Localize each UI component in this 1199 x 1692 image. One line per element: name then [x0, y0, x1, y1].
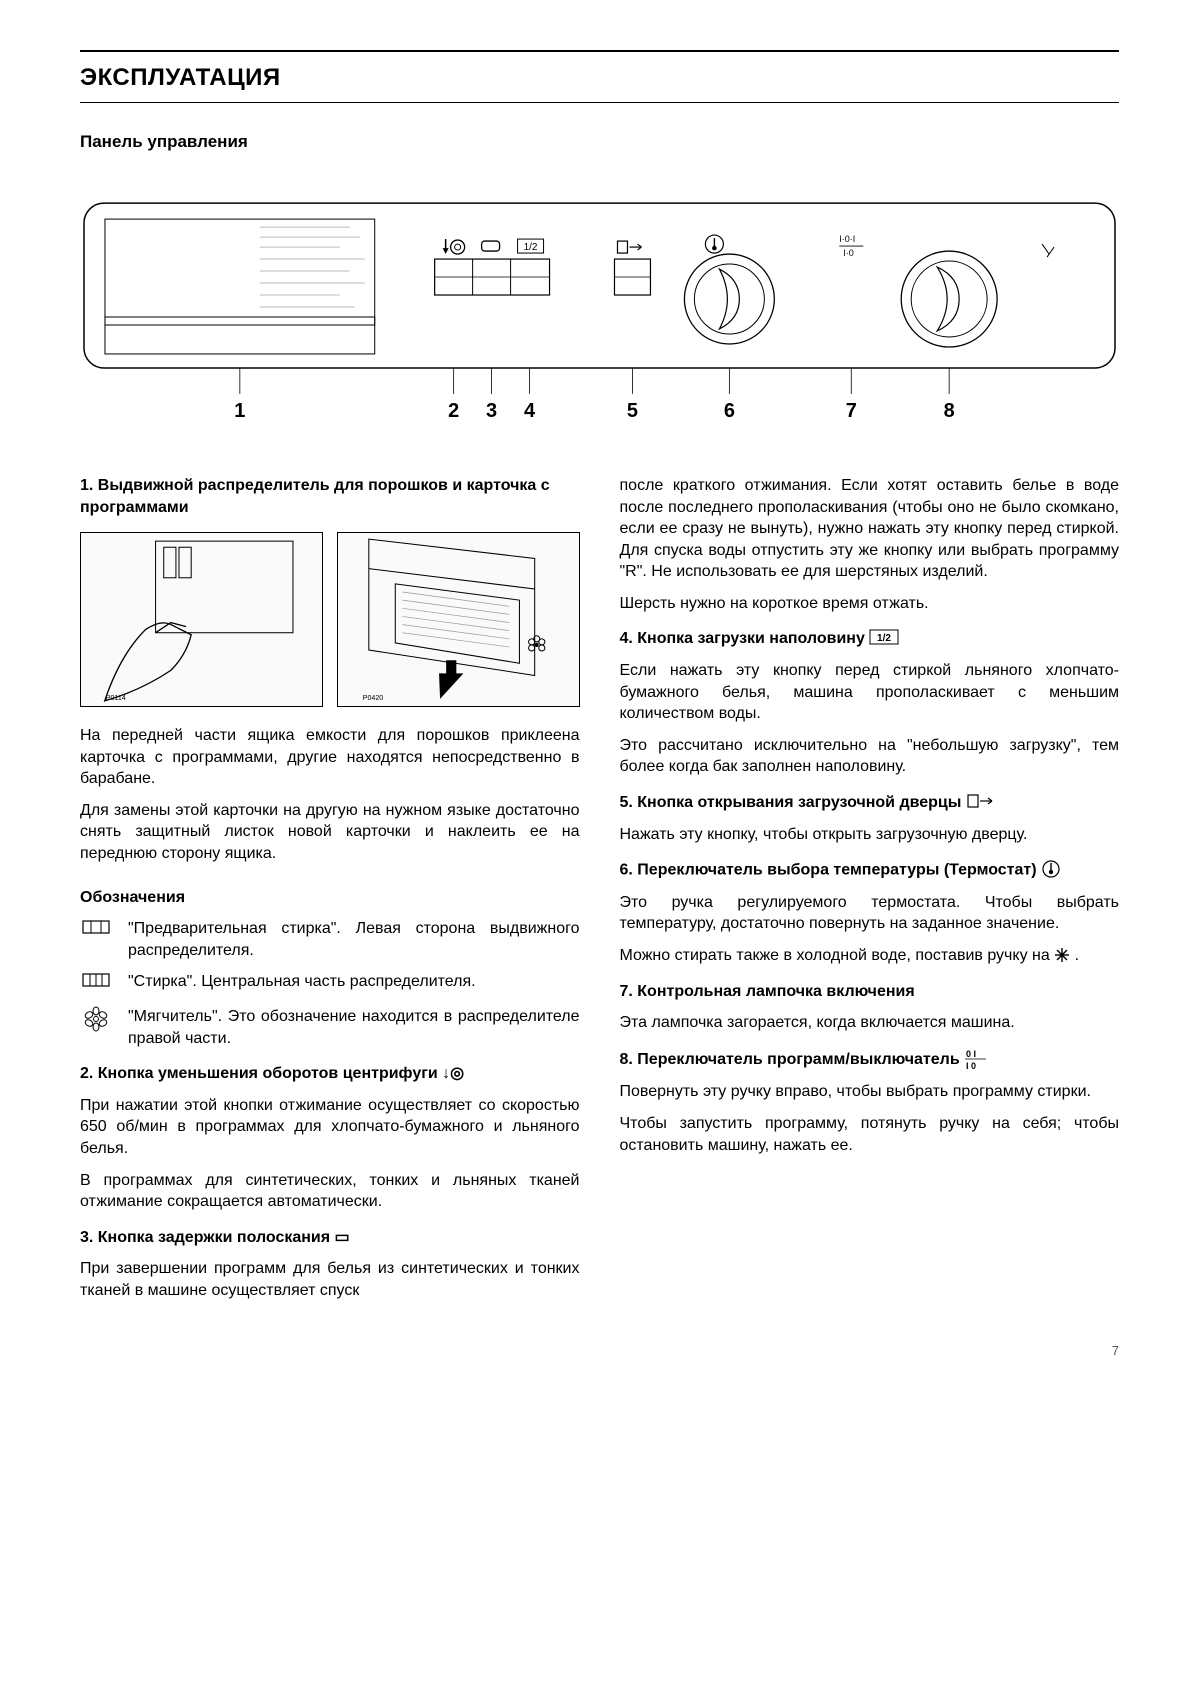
rinse-hold-icon — [482, 241, 500, 251]
half-load-badge-icon: 1/2 — [869, 628, 899, 650]
left-column: 1. Выдвижной распределитель для порошков… — [80, 461, 580, 1312]
item4-p1: Если нажать эту кнопку перед стиркой льн… — [620, 660, 1120, 725]
item8-p1: Повернуть эту ручку вправо, чтобы выбрат… — [620, 1081, 1120, 1103]
on-off-inline-icon: 0 II 0 — [964, 1048, 990, 1072]
legend-text-prewash: "Предварительная стирка". Левая сторона … — [128, 918, 580, 961]
item3-p1: При завершении программ для белья из син… — [80, 1258, 580, 1301]
svg-text:I·0·I: I·0·I — [839, 234, 855, 244]
svg-text:I·0: I·0 — [843, 248, 854, 258]
item2-p1: При нажатии этой кнопки отжимание осущес… — [80, 1095, 580, 1160]
drawer-image-2: P0420 — [337, 532, 580, 707]
item6-p1: Это ручка регулируемого термостата. Чтоб… — [620, 892, 1120, 935]
drawer-icon — [105, 219, 375, 354]
svg-text:1/2: 1/2 — [524, 242, 538, 253]
svg-text:I 0: I 0 — [966, 1061, 976, 1070]
subtitle: Панель управления — [80, 131, 1119, 154]
right-column: после краткого отжимания. Если хотят ост… — [620, 461, 1120, 1312]
spin-reduce-icon — [443, 239, 465, 254]
section-title: ЭКСПЛУАТАЦИЯ — [80, 56, 1119, 103]
svg-text:6: 6 — [724, 400, 735, 422]
svg-text:8: 8 — [944, 400, 955, 422]
panel-markers: 1 2 3 4 5 6 7 8 — [234, 400, 954, 422]
item2-p2: В программах для синтетических, тонких и… — [80, 1170, 580, 1213]
drawer-images: P0114 — [80, 532, 580, 707]
legend-row-wash: "Стирка". Центральная часть распределите… — [80, 971, 580, 996]
thermostat-icon — [705, 235, 723, 253]
door-open-inline-icon — [966, 792, 996, 814]
item3-title: 3. Кнопка задержки полоскания ▭ — [80, 1227, 580, 1249]
door-open-icon — [617, 241, 641, 253]
arrow-up-icon — [439, 660, 463, 699]
svg-text:0 I: 0 I — [966, 1049, 976, 1059]
flower-icon — [528, 636, 544, 651]
control-panel-diagram: 1/2 I·0·I I·0 — [80, 194, 1119, 434]
svg-text:P0420: P0420 — [362, 694, 383, 702]
prewash-icon — [80, 918, 112, 943]
item2-title: 2. Кнопка уменьшения оборотов центрифуги… — [80, 1063, 580, 1085]
svg-text:4: 4 — [524, 400, 535, 422]
legend-row-softener: "Мягчитель". Это обозначение находится в… — [80, 1006, 580, 1049]
item6-p2: Можно стирать также в холодной воде, пос… — [620, 945, 1120, 967]
thermostat-inline-icon — [1041, 859, 1061, 882]
program-dial — [901, 244, 1054, 347]
legend-text-softener: "Мягчитель". Это обозначение находится в… — [128, 1006, 580, 1049]
legend-row-prewash: "Предварительная стирка". Левая сторона … — [80, 918, 580, 961]
svg-text:3: 3 — [486, 400, 497, 422]
item7-title: 7. Контрольная лампочка включения — [620, 981, 1120, 1003]
snowflake-icon — [1054, 945, 1070, 967]
wash-icon — [80, 971, 112, 996]
drawer-image-1: P0114 — [80, 532, 323, 707]
item7-p1: Эта лампочка загорается, когда включаетс… — [620, 1012, 1120, 1034]
svg-text:7: 7 — [846, 400, 857, 422]
door-button — [614, 241, 650, 295]
item1-title: 1. Выдвижной распределитель для порошков… — [80, 475, 580, 518]
item6-title: 6. Переключатель выбора температуры (Тер… — [620, 859, 1120, 882]
item1-p2: Для замены этой карточки на другую на ну… — [80, 800, 580, 865]
item4-p2: Это рассчитано исключительно на "небольш… — [620, 735, 1120, 778]
svg-text:2: 2 — [448, 400, 459, 422]
item5-p1: Нажать эту кнопку, чтобы открыть загрузо… — [620, 824, 1120, 846]
on-off-lamp-icon: I·0·I I·0 — [839, 234, 863, 258]
page-number: 7 — [80, 1342, 1119, 1360]
item5-title: 5. Кнопка открывания загрузочной дверцы — [620, 792, 1120, 814]
top-rule — [80, 50, 1119, 52]
item8-p2: Чтобы запустить программу, потянуть ручк… — [620, 1113, 1120, 1156]
svg-text:5: 5 — [627, 400, 638, 422]
svg-text:P0114: P0114 — [106, 694, 126, 702]
legend-heading: Обозначения — [80, 887, 580, 909]
button-group: 1/2 — [435, 239, 550, 295]
svg-text:1: 1 — [234, 400, 245, 422]
item1-p1: На передней части ящика емкости для поро… — [80, 725, 580, 790]
legend-text-wash: "Стирка". Центральная часть распределите… — [128, 971, 580, 993]
item4-title: 4. Кнопка загрузки наполовину 1/2 — [620, 628, 1120, 650]
cont-p2: Шерсть нужно на короткое время отжать. — [620, 593, 1120, 615]
cont-p1: после краткого отжимания. Если хотят ост… — [620, 475, 1120, 583]
item8-title: 8. Переключатель программ/выключатель 0 … — [620, 1048, 1120, 1072]
thermostat-dial — [684, 235, 774, 344]
half-load-icon: 1/2 — [518, 239, 544, 253]
softener-icon — [80, 1006, 112, 1039]
svg-text:1/2: 1/2 — [877, 633, 891, 644]
